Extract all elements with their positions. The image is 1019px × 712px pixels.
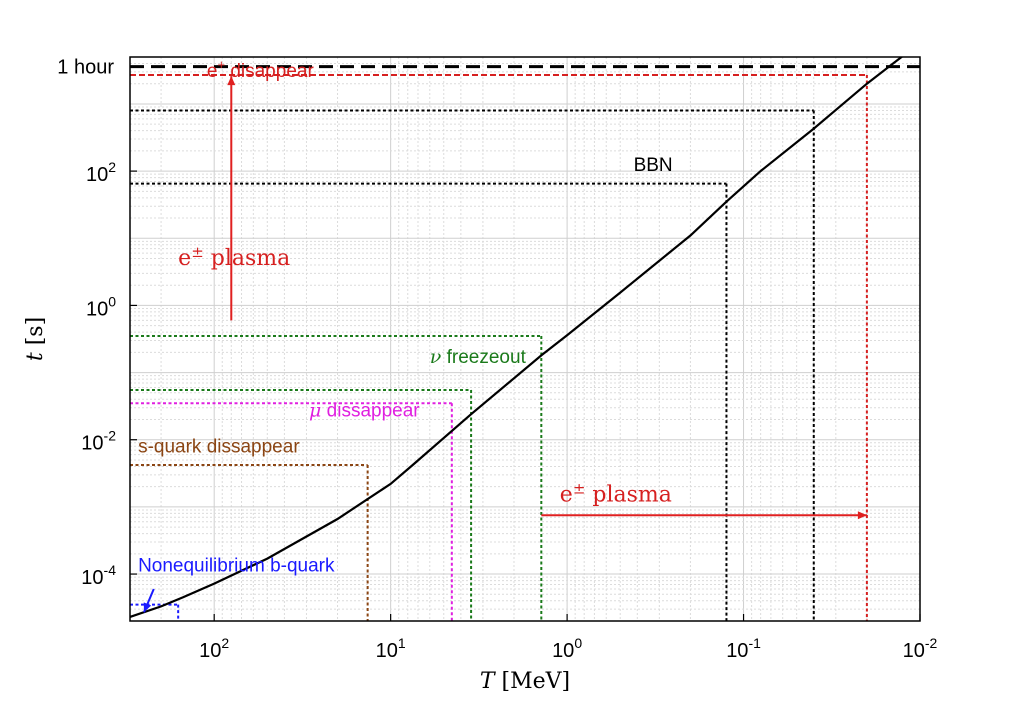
y-tick-label: 100 bbox=[86, 293, 116, 320]
x-tick-label: 100 bbox=[552, 635, 582, 662]
arrow-head bbox=[857, 511, 867, 520]
annotation: μ dissappear bbox=[309, 400, 420, 422]
x-ticks: 102 101 100 10-1 10-2 bbox=[199, 614, 938, 662]
y-tick-label: 10-2 bbox=[81, 428, 116, 455]
series-layer bbox=[130, 57, 904, 618]
x-tick-label: 101 bbox=[376, 635, 406, 662]
plot-background bbox=[130, 57, 920, 621]
x-tick-label: 102 bbox=[199, 635, 229, 662]
annotation: Nonequilibrium b-quark bbox=[138, 555, 335, 576]
x-axis-title: T [MeV] bbox=[480, 669, 570, 694]
y-tick-label: 10-4 bbox=[81, 562, 116, 589]
y-tick-label: 102 bbox=[86, 159, 116, 186]
annotation: BBN bbox=[634, 155, 673, 176]
arrow-head bbox=[227, 76, 236, 86]
y-tick-label: 1 hour bbox=[57, 57, 114, 79]
annotations-layer: e+ disappear BBN e± plasma ν freezeout μ dis… bbox=[138, 57, 673, 576]
arrows-layer bbox=[143, 76, 867, 613]
annotation: ν freezeout bbox=[430, 346, 527, 368]
x-tick-label: 10-2 bbox=[903, 635, 938, 662]
grid bbox=[129, 56, 921, 622]
annotation: e± plasma bbox=[560, 480, 672, 508]
reference-lines bbox=[130, 65, 920, 621]
y-ticks: 10-4 10-2 100 102 1 hour bbox=[57, 57, 137, 589]
annotation: e+ disappear bbox=[207, 57, 315, 82]
annotation: e± plasma bbox=[178, 243, 290, 271]
series-line bbox=[130, 57, 904, 618]
y-axis-title: t [s] bbox=[23, 317, 48, 361]
annotation: s-quark dissappear bbox=[138, 436, 300, 457]
x-tick-label: 10-1 bbox=[726, 635, 761, 662]
arrow-head bbox=[143, 602, 152, 613]
plot-frame bbox=[129, 56, 921, 622]
